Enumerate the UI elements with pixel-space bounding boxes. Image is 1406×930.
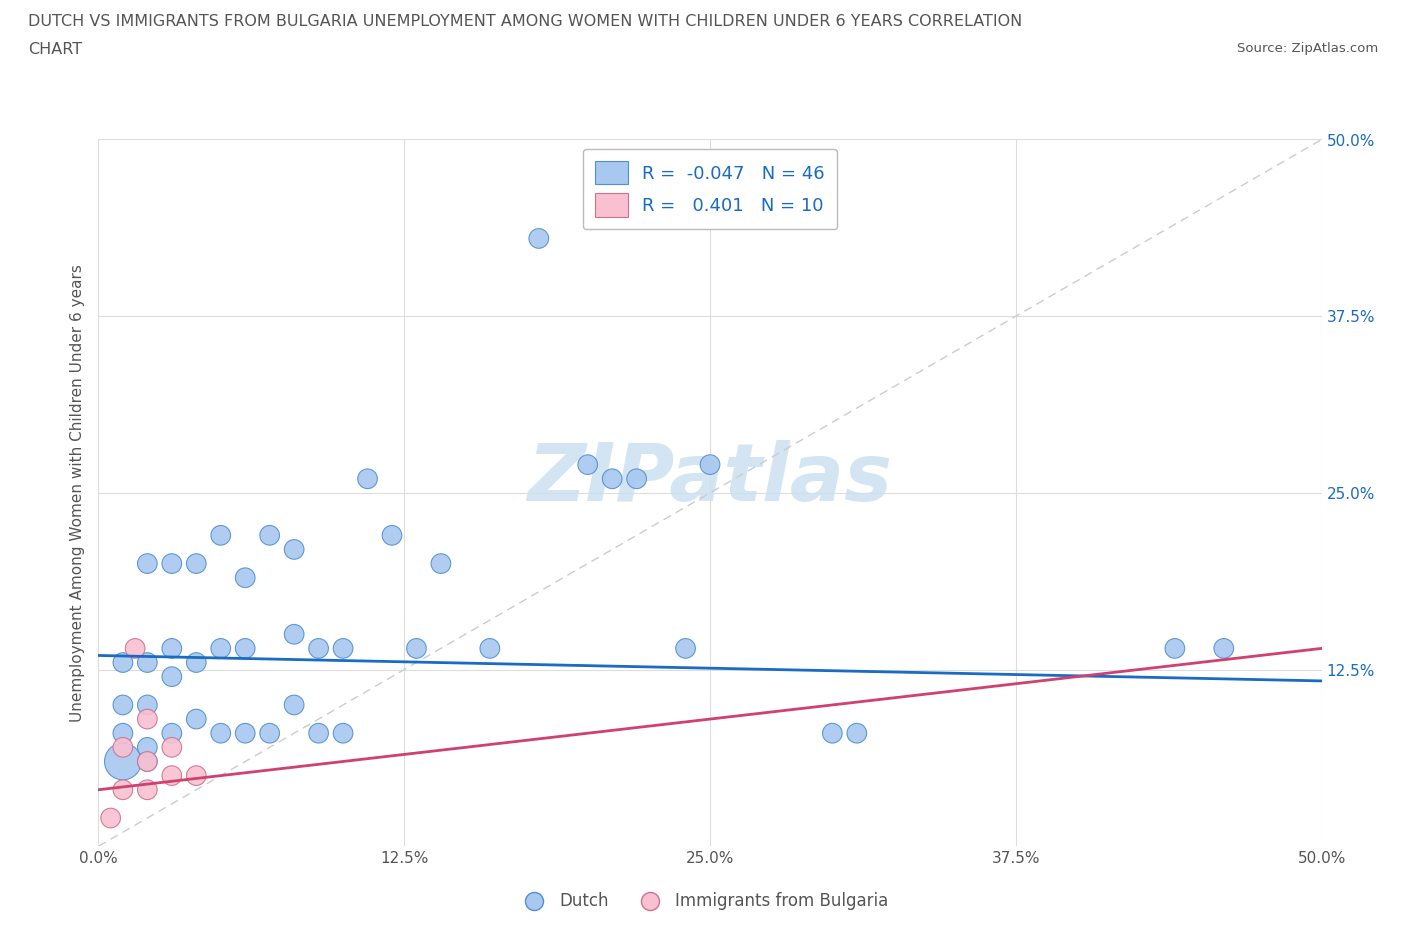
Legend: R =  -0.047   N = 46, R =   0.401   N = 10: R = -0.047 N = 46, R = 0.401 N = 10 bbox=[582, 149, 838, 229]
Point bbox=[1212, 641, 1234, 656]
Point bbox=[233, 641, 256, 656]
Point bbox=[308, 725, 330, 740]
Point bbox=[111, 655, 134, 670]
Point bbox=[136, 740, 159, 755]
Point bbox=[356, 472, 378, 486]
Point bbox=[283, 542, 305, 557]
Text: CHART: CHART bbox=[28, 42, 82, 57]
Point bbox=[209, 528, 232, 543]
Point bbox=[186, 556, 208, 571]
Point bbox=[600, 472, 623, 486]
Point bbox=[845, 725, 868, 740]
Point bbox=[381, 528, 404, 543]
Point bbox=[1164, 641, 1187, 656]
Point bbox=[160, 556, 183, 571]
Point bbox=[136, 782, 159, 797]
Point bbox=[405, 641, 427, 656]
Point bbox=[111, 740, 134, 755]
Point bbox=[124, 641, 146, 656]
Point bbox=[209, 725, 232, 740]
Y-axis label: Unemployment Among Women with Children Under 6 years: Unemployment Among Women with Children U… bbox=[70, 264, 86, 722]
Point bbox=[430, 556, 453, 571]
Point bbox=[160, 740, 183, 755]
Point bbox=[136, 556, 159, 571]
Point bbox=[160, 768, 183, 783]
Point bbox=[136, 698, 159, 712]
Point bbox=[111, 782, 134, 797]
Point bbox=[283, 698, 305, 712]
Text: Source: ZipAtlas.com: Source: ZipAtlas.com bbox=[1237, 42, 1378, 55]
Point bbox=[111, 698, 134, 712]
Point bbox=[332, 641, 354, 656]
Point bbox=[259, 725, 281, 740]
Point bbox=[527, 231, 550, 246]
Point bbox=[160, 725, 183, 740]
Point bbox=[160, 670, 183, 684]
Point bbox=[136, 711, 159, 726]
Legend: Dutch, Immigrants from Bulgaria: Dutch, Immigrants from Bulgaria bbox=[510, 885, 896, 917]
Text: ZIPatlas: ZIPatlas bbox=[527, 440, 893, 518]
Point bbox=[136, 655, 159, 670]
Point bbox=[100, 811, 122, 826]
Point bbox=[478, 641, 501, 656]
Point bbox=[136, 754, 159, 769]
Point bbox=[576, 458, 599, 472]
Point bbox=[209, 641, 232, 656]
Point bbox=[308, 641, 330, 656]
Point bbox=[699, 458, 721, 472]
Point bbox=[111, 754, 134, 769]
Text: DUTCH VS IMMIGRANTS FROM BULGARIA UNEMPLOYMENT AMONG WOMEN WITH CHILDREN UNDER 6: DUTCH VS IMMIGRANTS FROM BULGARIA UNEMPL… bbox=[28, 14, 1022, 29]
Point bbox=[186, 711, 208, 726]
Point bbox=[160, 641, 183, 656]
Point bbox=[283, 627, 305, 642]
Point bbox=[332, 725, 354, 740]
Point bbox=[233, 570, 256, 585]
Point bbox=[111, 725, 134, 740]
Point bbox=[186, 768, 208, 783]
Point bbox=[259, 528, 281, 543]
Point bbox=[675, 641, 697, 656]
Point bbox=[186, 655, 208, 670]
Point bbox=[233, 725, 256, 740]
Point bbox=[821, 725, 844, 740]
Point bbox=[626, 472, 648, 486]
Point bbox=[136, 754, 159, 769]
